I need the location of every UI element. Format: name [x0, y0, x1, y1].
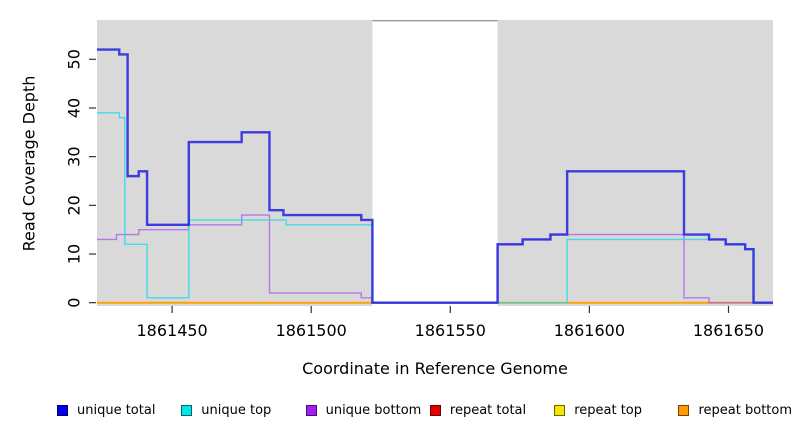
legend-label-repeat-bottom: repeat bottom	[698, 402, 792, 418]
y-tick-label: 50	[65, 49, 84, 69]
x-tick-label: 1861550	[415, 321, 486, 340]
legend-item-repeat-top: repeat top	[554, 403, 678, 418]
x-tick-label: 1861600	[554, 321, 625, 340]
y-axis-title: Read Coverage Depth	[19, 75, 39, 252]
legend: unique total unique top unique bottom repea…	[57, 400, 792, 420]
unique-total-swatch-icon	[57, 404, 68, 416]
legend-item-unique-bottom: unique bottom	[305, 402, 430, 418]
legend-item-repeat-total: repeat total	[429, 402, 554, 418]
legend-item-unique-top: unique top	[181, 403, 305, 418]
repeat-bottom-swatch-icon	[678, 404, 690, 416]
plot-shaded-band	[97, 20, 373, 306]
repeat-total-swatch-icon	[429, 404, 441, 416]
unique-bottom-swatch-icon	[305, 404, 317, 416]
x-tick-label: 1861450	[136, 321, 207, 340]
legend-label-repeat-total: repeat total	[449, 402, 527, 418]
plot-gap-band	[372, 20, 498, 306]
y-tick-label: 20	[65, 195, 84, 215]
x-axis-title: Coordinate in Reference Genome	[302, 359, 568, 378]
y-tick-label: 40	[65, 98, 84, 118]
x-tick-label: 1861500	[276, 321, 347, 340]
legend-item-unique-total: unique total	[57, 403, 181, 418]
legend-item-repeat-bottom: repeat bottom	[678, 403, 792, 418]
x-tick-label: 1861650	[693, 321, 764, 340]
legend-label-unique-bottom: unique bottom	[325, 402, 422, 418]
series-line-unique-bottom	[97, 214, 773, 304]
legend-label-repeat-top: repeat top	[574, 402, 642, 418]
unique-top-swatch-icon	[181, 404, 193, 416]
y-tick-label: 10	[65, 244, 84, 264]
repeat-top-swatch-icon	[554, 404, 566, 416]
y-tick-label: 0	[65, 298, 84, 308]
legend-label-unique-total: unique total	[77, 402, 156, 418]
series-line-unique-total	[97, 48, 773, 304]
plot-shaded-band	[497, 20, 773, 306]
y-tick-label: 30	[65, 146, 84, 166]
legend-label-unique-top: unique top	[201, 402, 272, 418]
chart-canvas: 1861450 1861500 1861550 1861600 1861650 0 10 20…	[65, 20, 773, 340]
